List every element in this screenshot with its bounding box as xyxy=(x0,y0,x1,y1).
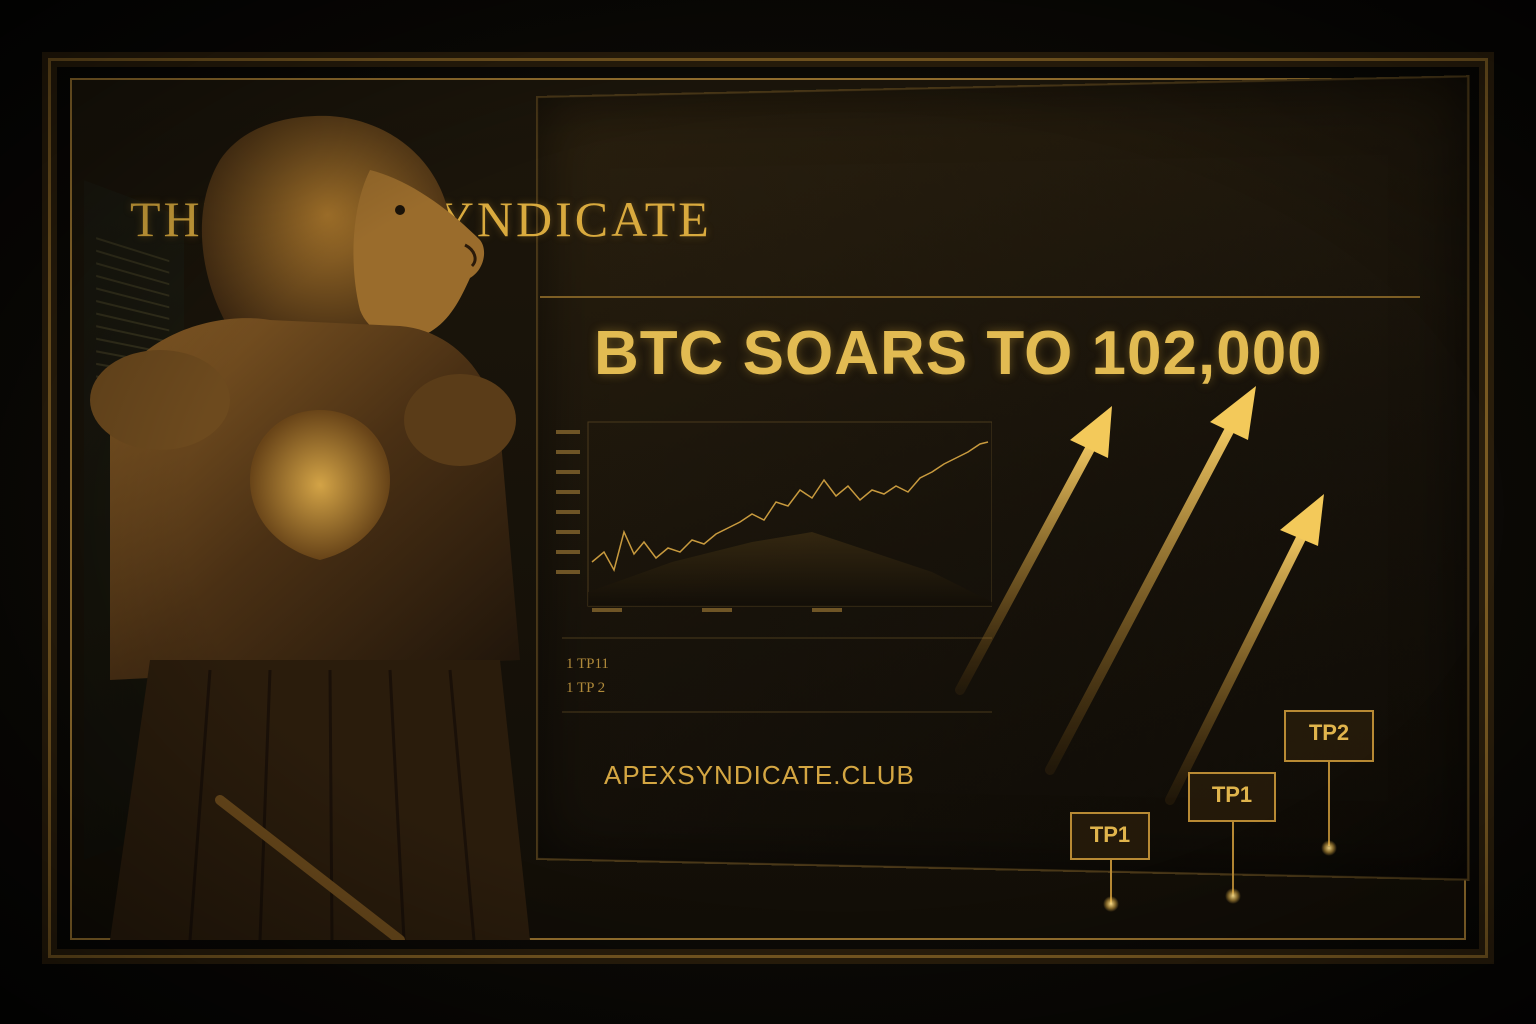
website-url: APEXSYNDICATE.CLUB xyxy=(604,760,915,791)
target-legend: 1 TP11 1 TP 2 xyxy=(566,652,609,700)
target-glow-3 xyxy=(1321,840,1337,856)
target-glow-2 xyxy=(1225,888,1241,904)
lion-warrior-icon xyxy=(70,100,540,940)
target-tag-2-label: TP1 xyxy=(1212,782,1252,807)
target-glow-1 xyxy=(1103,896,1119,912)
target-post-3 xyxy=(1328,762,1330,846)
title-divider xyxy=(540,296,1420,298)
price-chart-icon xyxy=(552,402,992,746)
target-tag-3: TP2 xyxy=(1284,710,1374,762)
up-arrow-icon xyxy=(940,370,1360,930)
target-tag-2: TP1 xyxy=(1188,772,1276,822)
legend-line-2: 1 TP 2 xyxy=(566,676,609,700)
target-post-2 xyxy=(1232,822,1234,896)
target-tag-3-label: TP2 xyxy=(1309,720,1349,745)
legend-line-1: 1 TP11 xyxy=(566,652,609,676)
target-tag-1: TP1 xyxy=(1070,812,1150,860)
target-tag-1-label: TP1 xyxy=(1090,822,1130,847)
